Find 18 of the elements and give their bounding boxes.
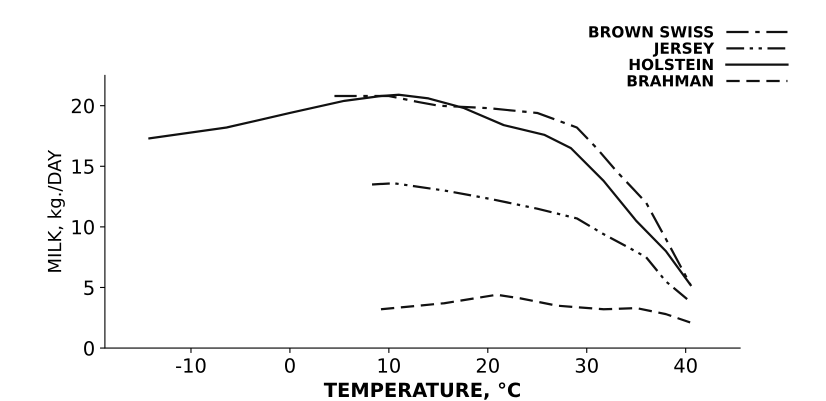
x-axis-title: TEMPERATURE, °C [324, 382, 520, 400]
legend-label: JERSEY [652, 42, 714, 57]
legend-label: HOLSTEIN [630, 58, 713, 70]
y-tick-label: 10 [72, 220, 94, 235]
y-axis-title: MILK, kg./DAY [47, 150, 65, 272]
y-tick-label: 5 [84, 280, 94, 296]
x-tick-label: 30 [576, 358, 598, 373]
y-tick-label: 20 [72, 98, 94, 114]
legend-label: BROWN SWISS [589, 26, 714, 38]
legend-label: BRAHMAN [628, 75, 713, 86]
x-tick-label: 20 [476, 358, 499, 373]
y-tick-label: 0 [84, 341, 94, 356]
y-tick-label: 15 [72, 159, 94, 174]
line-series [380, 294, 692, 324]
x-tick-label: 40 [674, 358, 697, 373]
x-tick-label: 10 [378, 358, 400, 373]
x-tick-label: -10 [176, 358, 206, 373]
x-tick-label: 0 [285, 358, 295, 373]
